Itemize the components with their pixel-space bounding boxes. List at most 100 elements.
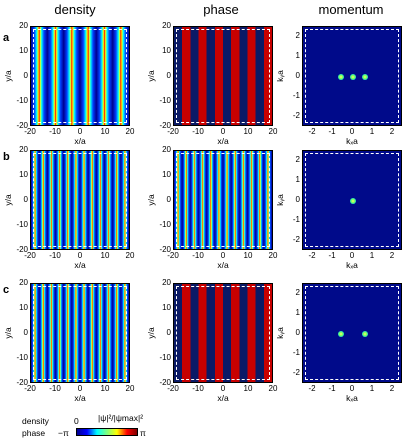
legend-colorbar [76,428,138,436]
col-title-momentum: momentum [318,2,384,17]
legend-phase-label: phase [22,428,46,438]
x-axis-label: x/a [217,136,229,146]
x-axis-label: kₓa [346,393,358,403]
row-label-b: b [3,151,10,163]
y-tick-label: 0 [295,328,300,337]
y-tick-label: 10 [162,170,171,179]
y-tick-label: 10 [19,303,28,312]
y-tick-label: 0 [166,71,171,80]
y-tick-label: 2 [295,288,300,297]
momentum-peak [338,331,344,337]
y-tick-label: 0 [23,195,28,204]
y-tick-label: -10 [16,96,28,105]
y-tick-label: -20 [16,245,28,254]
y-tick-label: 1 [295,175,300,184]
legend-phase-min: −π [58,428,69,438]
x-tick-label: 0 [349,127,355,136]
y-tick-label: 1 [295,308,300,317]
panel-a-phase [173,26,273,126]
y-axis-label: y/a [3,194,13,206]
col-title-density: density [54,2,96,17]
y-tick-label: -1 [292,348,300,357]
x-tick-label: 20 [268,251,278,260]
x-tick-label: -20 [167,127,179,136]
y-tick-label: 20 [19,145,28,154]
y-axis-label: y/a [146,70,156,82]
x-axis-label: kₓa [346,136,358,146]
x-tick-label: -20 [24,384,36,393]
y-tick-label: 0 [166,328,171,337]
y-tick-label: -2 [292,111,300,120]
x-axis-label: x/a [74,260,86,270]
panel-a-density [30,26,130,126]
x-tick-label: 0 [77,384,83,393]
x-tick-label: 10 [243,384,253,393]
x-tick-label: 20 [268,127,278,136]
y-axis-label: kᵧa [275,327,285,339]
panel-c-density [30,283,130,383]
panel-c-momentum [302,283,402,383]
x-tick-label: -10 [192,384,204,393]
x-tick-label: -2 [308,127,316,136]
y-tick-label: 0 [295,71,300,80]
y-tick-label: 0 [166,195,171,204]
y-tick-label: 2 [295,31,300,40]
legend-density-min: 0 [74,416,79,426]
x-tick-label: -2 [308,384,316,393]
row-label-c: c [3,284,10,296]
x-tick-label: 10 [100,127,110,136]
x-tick-label: 1 [369,384,375,393]
y-tick-label: 1 [295,51,300,60]
y-tick-label: -1 [292,215,300,224]
x-tick-label: -1 [328,251,336,260]
x-tick-label: 10 [243,127,253,136]
x-tick-label: 20 [125,384,135,393]
panel-b-momentum [302,150,402,250]
x-tick-label: -10 [49,384,61,393]
y-tick-label: 20 [19,21,28,30]
x-tick-label: 0 [349,384,355,393]
x-tick-label: 0 [220,384,226,393]
x-tick-label: -1 [328,384,336,393]
y-tick-label: -20 [159,378,171,387]
y-axis-label: y/a [3,327,13,339]
x-tick-label: -20 [24,127,36,136]
y-tick-label: 20 [162,145,171,154]
x-axis-label: x/a [217,393,229,403]
momentum-peak [362,74,368,80]
y-tick-label: -10 [159,353,171,362]
x-tick-label: 0 [77,251,83,260]
x-tick-label: 1 [369,251,375,260]
x-tick-label: 10 [243,251,253,260]
y-axis-label: kᵧa [275,194,285,206]
x-tick-label: 0 [77,127,83,136]
panel-a-momentum [302,26,402,126]
x-tick-label: -10 [49,127,61,136]
y-tick-label: 20 [19,278,28,287]
y-axis-label: y/a [3,70,13,82]
col-title-phase: phase [203,2,239,17]
y-tick-label: 0 [23,71,28,80]
x-tick-label: 0 [220,251,226,260]
y-tick-label: -10 [159,96,171,105]
x-tick-label: 1 [369,127,375,136]
y-tick-label: 10 [19,46,28,55]
row-label-a: a [3,32,10,44]
momentum-peak [362,331,368,337]
x-tick-label: 2 [389,251,395,260]
y-tick-label: 0 [23,328,28,337]
y-tick-label: -10 [16,353,28,362]
momentum-peak [350,74,356,80]
x-tick-label: 20 [125,251,135,260]
y-tick-label: 0 [295,195,300,204]
panel-b-phase [173,150,273,250]
y-tick-label: -20 [159,121,171,130]
y-tick-label: 10 [19,170,28,179]
y-tick-label: -10 [16,220,28,229]
legend-density-max: |ψ|²/|ψmax|² [98,413,144,423]
y-axis-label: y/a [146,327,156,339]
x-tick-label: -10 [192,127,204,136]
panel-c-phase [173,283,273,383]
x-tick-label: 20 [268,384,278,393]
y-tick-label: 20 [162,278,171,287]
